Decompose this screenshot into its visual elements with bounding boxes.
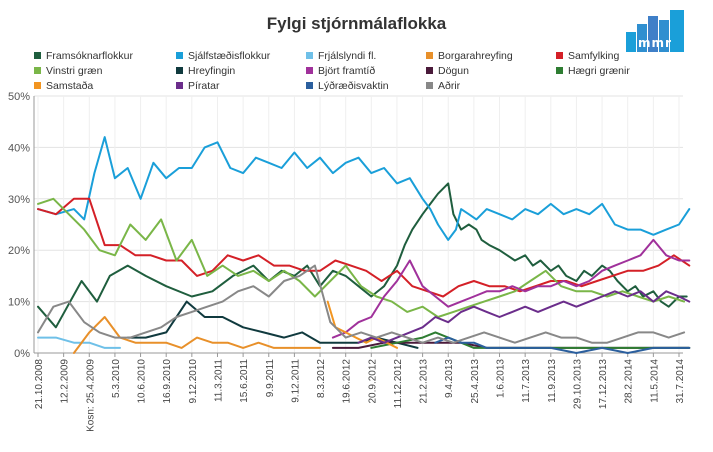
x-tick-label: 20.9.2012 [367, 359, 378, 404]
x-tick-label: 21.2.2013 [419, 359, 430, 404]
legend-label: Hægri grænir [568, 65, 630, 77]
x-tick-label: 19.6.2012 [342, 359, 353, 404]
legend-swatch [426, 67, 433, 74]
x-tick-label: 28.2.2014 [624, 359, 635, 404]
legend-swatch [426, 52, 433, 59]
legend-swatch [176, 82, 183, 89]
legend-swatch [556, 67, 563, 74]
legend-swatch [306, 82, 313, 89]
series-line-hreyfingin [126, 300, 419, 349]
series-line-ly-r-isvaktin [434, 336, 691, 354]
legend-item: Aðrir [426, 80, 460, 92]
legend-item: Hreyfingin [176, 65, 235, 77]
mmr-logo: mmr [624, 10, 686, 52]
legend-swatch [306, 52, 313, 59]
legend-swatch [176, 67, 183, 74]
legend-item: Dögun [426, 65, 469, 77]
legend-item: Björt framtíð [306, 65, 375, 77]
x-tick-label: 5.3.2010 [111, 359, 122, 398]
legend-label: Samstaða [46, 80, 94, 92]
legend-item: Vinstri græn [34, 65, 102, 77]
x-tick-label: 9.12.2011 [290, 359, 301, 403]
y-tick-label: 20% [8, 245, 30, 257]
legend-item: Sjálfstæðisflokkur [176, 50, 270, 62]
legend-item: Samfylking [556, 50, 619, 62]
x-tick-label: 12.2.2009 [60, 359, 71, 404]
legend-label: Aðrir [438, 80, 461, 92]
x-tick-label: 10.6.2010 [137, 359, 148, 404]
series-line-pi-ratar [357, 290, 691, 344]
legend-item: Borgarahreyfing [426, 50, 513, 62]
legend: Framsóknarflokkur Sjálfstæðisflokkur Frjál… [34, 50, 704, 96]
legend-label: Borgarahreyfing [438, 50, 513, 62]
legend-label: Björt framtíð [318, 65, 376, 77]
mmr-logo-text: mmr [638, 36, 672, 50]
legend-swatch [556, 52, 563, 59]
x-tick-label: Kosn: 25.4.2009 [85, 359, 96, 432]
series-line-a-rir [37, 264, 686, 344]
y-tick-label: 40% [8, 142, 30, 154]
legend-label: Framsóknarflokkur [46, 50, 133, 62]
x-tick-label: 16.9.2010 [162, 359, 173, 404]
legend-swatch [306, 67, 313, 74]
x-tick-label: 11.7.2013 [521, 359, 532, 403]
x-tick-label: 17.12.2013 [598, 359, 609, 409]
legend-swatch [34, 67, 41, 74]
x-tick-label: 29.10.2013 [572, 359, 583, 409]
x-tick-label: 1.6.2013 [496, 359, 507, 398]
series-line-h-gri-gr-nir [370, 331, 691, 349]
legend-item: Lýðræðisvaktin [306, 80, 389, 92]
legend-item: Píratar [176, 80, 220, 92]
x-tick-label: 9.9.2011 [265, 359, 276, 398]
legend-swatch [34, 82, 41, 89]
x-tick-label: 25.4.2013 [470, 359, 481, 404]
x-tick-label: 9.4.2013 [444, 359, 455, 398]
series-line-vinstri-gr-n [37, 197, 686, 318]
legend-label: Frjálslyndi fl. [318, 50, 377, 62]
x-tick-label: 8.3.2012 [316, 359, 327, 398]
chart-title: Fylgi stjórnmálaflokka [266, 14, 447, 33]
legend-swatch [176, 52, 183, 59]
y-tick-label: 0% [14, 348, 30, 360]
y-tick-label: 30% [8, 194, 30, 206]
legend-label: Vinstri græn [46, 65, 103, 77]
legend-label: Píratar [188, 80, 220, 92]
legend-swatch [426, 82, 433, 89]
x-tick-label: 11.9.2013 [547, 359, 558, 403]
legend-label: Dögun [438, 65, 469, 77]
x-tick-label: 11.3.2011 [213, 359, 224, 402]
y-tick-label: 10% [8, 297, 30, 309]
legend-item: Hægri grænir [556, 65, 630, 77]
x-tick-label: 21.10.2008 [34, 359, 45, 409]
legend-label: Sjálfstæðisflokkur [188, 50, 271, 62]
legend-swatch [34, 52, 41, 59]
series-line-samfylking [37, 197, 691, 298]
mmr-logo-graphic [626, 10, 684, 52]
x-tick-label: 11.12.2012 [393, 359, 404, 409]
legend-label: Hreyfingin [188, 65, 236, 77]
series-line-sja-lfst-isflokkur [37, 136, 691, 241]
series-line-bjo-rt-framti [331, 238, 691, 339]
y-tick-label: 50% [8, 91, 30, 103]
legend-item: Framsóknarflokkur [34, 50, 133, 62]
x-tick-label: 9.12.2010 [188, 359, 199, 404]
series-line-borgarahreyfing [72, 316, 321, 354]
x-tick-label: 31.7.2014 [675, 359, 686, 404]
series-line-framso-knarflokkur [37, 182, 688, 329]
x-tick-label: 11.5.2014 [649, 359, 660, 403]
legend-item: Frjálslyndi fl. [306, 50, 376, 62]
x-tick-label: 15.6.2011 [239, 359, 250, 403]
legend-item: Samstaða [34, 80, 93, 92]
legend-label: Lýðræðisvaktin [318, 80, 389, 92]
legend-label: Samfylking [568, 50, 620, 62]
